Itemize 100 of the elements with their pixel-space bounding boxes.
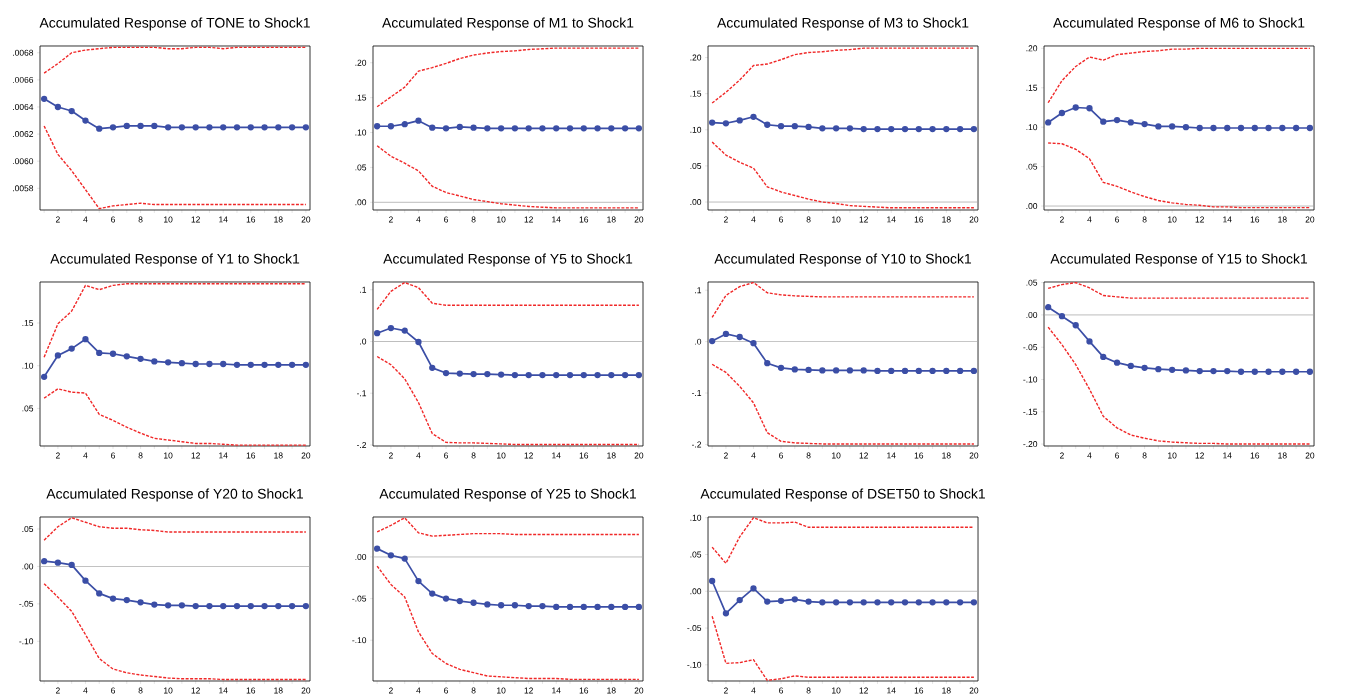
point bbox=[764, 121, 771, 128]
x-tick-label: 4 bbox=[1087, 452, 1092, 459]
x-tick-label: 2 bbox=[723, 216, 728, 223]
y-tick-label: .05 bbox=[690, 551, 702, 558]
x-tick-label: 8 bbox=[471, 687, 476, 694]
point bbox=[511, 371, 519, 379]
y-tick-label: .05 bbox=[22, 405, 34, 412]
point bbox=[553, 603, 560, 611]
x-tick-label: 8 bbox=[138, 452, 143, 459]
point bbox=[484, 125, 491, 132]
point bbox=[553, 371, 560, 379]
x-tick-label: 16 bbox=[914, 452, 924, 459]
point bbox=[888, 599, 895, 606]
y-tick-label: .0066 bbox=[13, 76, 34, 83]
point bbox=[956, 125, 964, 133]
point bbox=[888, 367, 895, 375]
point bbox=[566, 125, 574, 132]
point bbox=[1155, 366, 1162, 373]
point bbox=[750, 340, 757, 347]
x-tick-label: 16 bbox=[246, 216, 256, 223]
point bbox=[1058, 313, 1066, 320]
point bbox=[709, 577, 716, 585]
y-tick-label: .10 bbox=[690, 514, 702, 521]
point bbox=[1306, 124, 1314, 132]
point bbox=[40, 95, 48, 102]
point bbox=[1045, 304, 1052, 311]
point bbox=[387, 324, 395, 332]
x-tick-label: 14 bbox=[552, 216, 561, 223]
x-tick-label: 2 bbox=[388, 687, 393, 694]
point bbox=[68, 107, 75, 115]
x-tick-label: 6 bbox=[444, 216, 449, 223]
point bbox=[846, 599, 854, 606]
point bbox=[525, 602, 532, 610]
x-tick-label: 4 bbox=[83, 216, 88, 223]
point bbox=[722, 610, 730, 617]
point bbox=[901, 125, 909, 133]
y-tick-label: .0064 bbox=[13, 103, 34, 110]
point bbox=[621, 371, 629, 379]
x-tick-label: 14 bbox=[887, 687, 896, 694]
x-tick-label: 10 bbox=[164, 216, 173, 223]
point bbox=[247, 124, 254, 131]
y-tick-label: -.05 bbox=[1023, 344, 1038, 351]
point bbox=[456, 370, 463, 377]
y-tick-label: .00 bbox=[690, 588, 702, 595]
point bbox=[164, 359, 172, 366]
point bbox=[915, 125, 922, 133]
x-tick-label: 2 bbox=[723, 687, 728, 694]
point bbox=[539, 371, 546, 379]
x-tick-label: 20 bbox=[969, 452, 979, 459]
x-tick-label: 16 bbox=[1250, 216, 1260, 223]
point bbox=[1265, 124, 1272, 132]
y-tick-label: .1 bbox=[695, 287, 702, 294]
point bbox=[1072, 104, 1079, 111]
point bbox=[206, 360, 213, 368]
point bbox=[1279, 124, 1286, 132]
point bbox=[302, 361, 310, 368]
x-tick-label: 16 bbox=[579, 687, 589, 694]
point bbox=[442, 125, 450, 132]
x-tick-label: 2 bbox=[1060, 452, 1064, 459]
point bbox=[1113, 359, 1121, 366]
y-tick-label: .0058 bbox=[13, 185, 34, 192]
x-tick-label: 20 bbox=[1305, 216, 1315, 223]
point bbox=[415, 117, 422, 124]
point bbox=[220, 360, 227, 368]
x-tick-label: 12 bbox=[859, 687, 868, 694]
point bbox=[151, 358, 158, 365]
y-tick-label: .20 bbox=[690, 54, 702, 61]
point bbox=[580, 603, 587, 611]
x-tick-label: 2 bbox=[55, 452, 60, 459]
y-tick-label: .00 bbox=[355, 553, 367, 560]
point bbox=[1265, 368, 1272, 375]
point bbox=[539, 602, 546, 610]
x-tick-label: 18 bbox=[274, 687, 283, 694]
x-tick-label: 12 bbox=[524, 452, 533, 459]
x-tick-label: 14 bbox=[219, 452, 228, 459]
point bbox=[302, 124, 310, 131]
point bbox=[511, 602, 519, 609]
x-tick-label: 4 bbox=[83, 687, 88, 694]
x-tick-label: 16 bbox=[914, 216, 924, 223]
point bbox=[805, 598, 812, 605]
x-tick-label: 12 bbox=[1195, 216, 1204, 223]
point bbox=[1224, 367, 1231, 375]
point bbox=[164, 124, 172, 131]
y-tick-label: -.1 bbox=[356, 390, 367, 397]
point bbox=[82, 336, 89, 343]
point bbox=[123, 596, 130, 604]
point bbox=[401, 555, 408, 562]
point bbox=[805, 123, 812, 131]
y-tick-label: .00 bbox=[22, 563, 34, 570]
point bbox=[302, 602, 310, 610]
x-tick-label: 10 bbox=[832, 687, 841, 694]
x-tick-label: 18 bbox=[274, 452, 283, 459]
x-tick-label: 8 bbox=[806, 452, 811, 459]
point bbox=[415, 338, 422, 346]
x-tick-label: 10 bbox=[497, 216, 506, 223]
point bbox=[373, 123, 381, 130]
point bbox=[777, 597, 785, 604]
point bbox=[750, 113, 757, 120]
chart-title: Accumulated Response of Y15 to Shock1 bbox=[1050, 253, 1308, 267]
point bbox=[929, 367, 936, 375]
